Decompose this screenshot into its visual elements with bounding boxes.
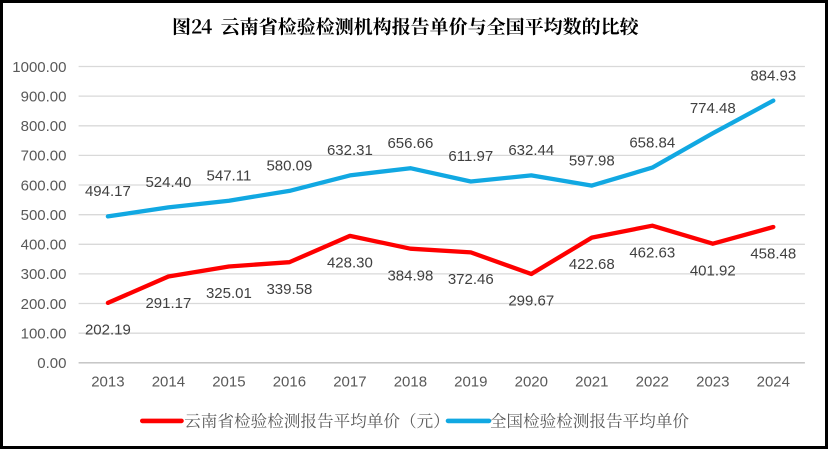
svg-text:2014: 2014	[152, 374, 185, 391]
svg-text:524.40: 524.40	[145, 174, 191, 191]
svg-text:700.00: 700.00	[21, 148, 67, 165]
svg-text:401.92: 401.92	[690, 262, 736, 279]
svg-text:384.98: 384.98	[387, 267, 433, 284]
svg-text:462.63: 462.63	[629, 244, 675, 261]
svg-text:2023: 2023	[696, 374, 729, 391]
svg-text:2019: 2019	[454, 374, 487, 391]
svg-text:2022: 2022	[636, 374, 669, 391]
svg-text:1000.00: 1000.00	[12, 59, 66, 76]
svg-text:291.17: 291.17	[145, 295, 191, 312]
svg-text:2020: 2020	[515, 374, 548, 391]
svg-text:2013: 2013	[91, 374, 124, 391]
svg-text:611.97: 611.97	[448, 148, 493, 165]
svg-text:580.09: 580.09	[266, 158, 312, 175]
svg-text:500.00: 500.00	[21, 207, 67, 224]
svg-text:632.31: 632.31	[327, 142, 373, 159]
svg-text:658.84: 658.84	[629, 134, 675, 151]
svg-text:774.48: 774.48	[690, 100, 736, 117]
svg-text:200.00: 200.00	[21, 296, 67, 313]
svg-text:458.48: 458.48	[750, 246, 796, 263]
svg-text:884.93: 884.93	[750, 67, 796, 84]
svg-text:2017: 2017	[333, 374, 366, 391]
svg-text:428.30: 428.30	[327, 255, 373, 272]
svg-text:900.00: 900.00	[21, 88, 67, 105]
svg-text:597.98: 597.98	[569, 152, 615, 169]
svg-text:656.66: 656.66	[387, 135, 433, 152]
svg-text:202.19: 202.19	[85, 322, 131, 339]
svg-text:100.00: 100.00	[21, 326, 67, 343]
svg-text:339.58: 339.58	[266, 281, 312, 298]
svg-text:547.11: 547.11	[207, 167, 252, 184]
svg-text:372.46: 372.46	[448, 271, 494, 288]
svg-text:400.00: 400.00	[21, 237, 67, 254]
svg-text:632.44: 632.44	[508, 142, 554, 159]
svg-text:2024: 2024	[757, 374, 790, 391]
svg-text:2018: 2018	[394, 374, 427, 391]
svg-text:2016: 2016	[273, 374, 306, 391]
svg-text:300.00: 300.00	[21, 266, 67, 283]
svg-text:494.17: 494.17	[85, 183, 131, 200]
svg-text:2021: 2021	[575, 374, 608, 391]
svg-text:600.00: 600.00	[21, 177, 67, 194]
svg-text:325.01: 325.01	[206, 285, 252, 302]
svg-text:422.68: 422.68	[569, 256, 615, 273]
svg-text:299.67: 299.67	[508, 293, 554, 310]
svg-text:800.00: 800.00	[21, 118, 67, 135]
svg-text:2015: 2015	[212, 374, 245, 391]
svg-text:0.00: 0.00	[37, 355, 66, 372]
